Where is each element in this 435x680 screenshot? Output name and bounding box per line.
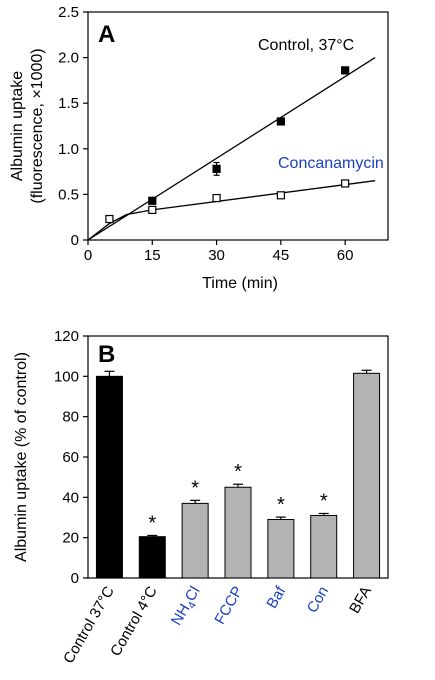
y-tick-label-b: 80 (62, 409, 79, 426)
data-point-1 (341, 179, 350, 188)
panel-letter-a: A (98, 21, 115, 48)
significance-star: * (277, 494, 285, 516)
x-tick-label-a: 60 (337, 247, 354, 264)
data-point-1 (276, 191, 285, 200)
bar (353, 372, 381, 579)
category-label-part: Cl (182, 584, 204, 605)
panel-b: 0 20 40 60 80 100 120 Albumin uptake (% of cont… (13, 328, 389, 667)
y-tick-label-b: 60 (62, 449, 79, 466)
y-tick-label-a: 1.5 (58, 95, 79, 112)
data-point-1 (212, 193, 221, 203)
x-axis-label-a: Time (min) (202, 275, 278, 292)
y-axis-label-b: Albumin uptake (% of control) (13, 352, 30, 562)
x-tick-label-a: 0 (84, 247, 92, 264)
fit-line-1 (87, 180, 376, 241)
data-point-1 (105, 214, 114, 224)
significance-star: * (234, 461, 242, 483)
y-tick-label-b: 120 (54, 328, 79, 345)
x-tick-label-a: 30 (208, 247, 225, 264)
y-tick-label-a: 1.0 (58, 141, 79, 158)
y-tick-label-b: 40 (62, 489, 79, 506)
bar (138, 536, 166, 579)
series-label-1: Concanamycin (278, 155, 384, 172)
y-tick-label-b: 20 (62, 530, 79, 547)
panel-letter-b: B (98, 341, 115, 368)
bar (95, 375, 123, 579)
significance-star: * (191, 477, 199, 499)
category-label-subscript: 4 (186, 600, 199, 611)
data-point-0 (212, 164, 221, 173)
y-axis-label-a-line1: Albumin uptake (9, 71, 26, 181)
data-point-1 (148, 205, 157, 215)
y-tick-label-a: 2.0 (58, 50, 79, 67)
data-point-0 (276, 117, 285, 126)
significance-star: * (320, 490, 328, 512)
category-label: BFA (346, 584, 375, 617)
data-point-0 (148, 196, 157, 205)
y-tick-label-b: 0 (71, 570, 79, 587)
y-tick-label-a: 2.5 (58, 4, 79, 21)
y-axis-label-a-line2: (fluorescence, ×1000) (29, 48, 46, 203)
bar (267, 519, 295, 579)
significance-star: * (148, 512, 156, 534)
x-tick-label-a: 45 (273, 247, 290, 264)
bar (310, 514, 338, 579)
category-label: FCCP (211, 584, 246, 628)
category-label: NH4Cl (168, 584, 206, 630)
series-label-0: Control, 37°C (258, 37, 354, 54)
y-tick-label-a: 0.5 (58, 186, 79, 203)
plot-frame-a (87, 11, 389, 241)
category-label: Control 37°C (60, 583, 118, 666)
x-tick-label-a: 15 (144, 247, 161, 264)
y-tick-label-b: 100 (54, 368, 79, 385)
category-label: Con (304, 584, 332, 616)
bar (224, 486, 252, 579)
panel-a: 0 15 30 45 60 0 0.5 1.0 1.5 2.0 2.5 Time (min) Album… (9, 4, 389, 292)
data-point-0 (341, 66, 350, 75)
y-tick-label-a: 0 (71, 232, 79, 249)
bar (181, 502, 209, 579)
fit-line-0 (87, 57, 376, 241)
category-label: Baf (263, 583, 289, 612)
